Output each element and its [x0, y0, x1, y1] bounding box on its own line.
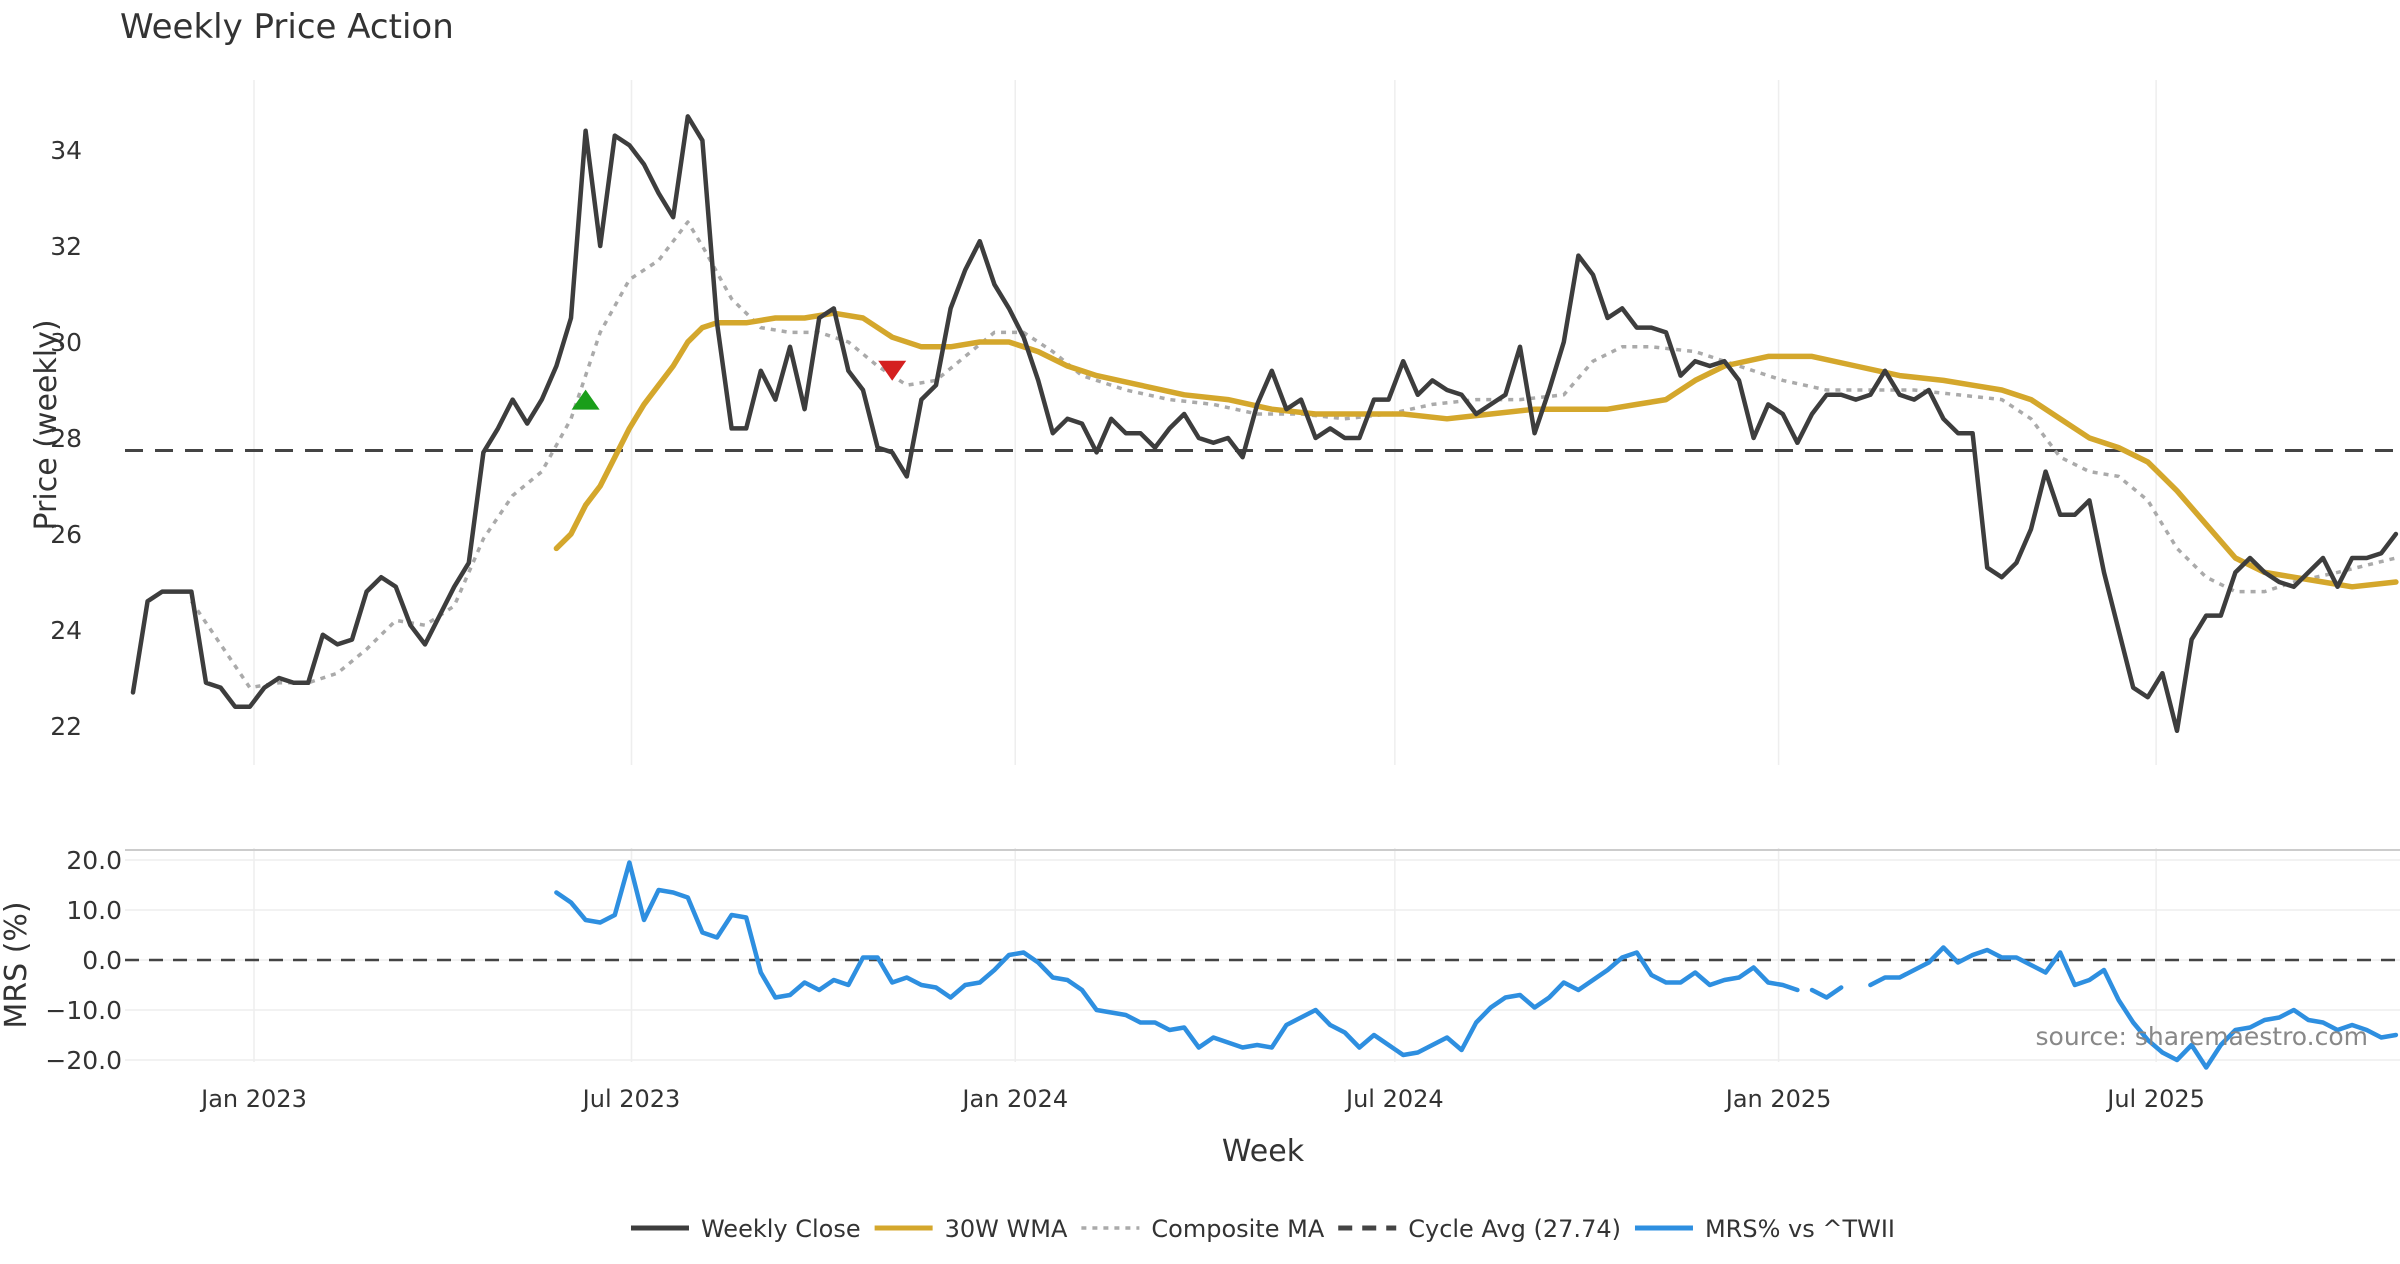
- legend-label: Weekly Close: [701, 1215, 861, 1243]
- series-weekly-close: [130, 114, 2399, 734]
- mrs-y-tick-label: −20.0: [45, 1046, 122, 1075]
- mrs-y-tick-label: 20.0: [66, 846, 122, 875]
- price-y-tick-label: 26: [50, 520, 82, 549]
- x-axis-label: Week: [1222, 1134, 1305, 1169]
- price-y-axis-label: Price (weekly): [29, 319, 64, 530]
- series-mrs-segment: [554, 860, 1800, 1058]
- sell-signal-marker: [878, 360, 907, 381]
- series-mrs-segment: [1809, 985, 1844, 1000]
- source-note: source: sharemaestro.com: [2036, 1022, 2369, 1051]
- x-tick-labels: Jan 2023 Jul 2023 Jan 2024 Jul 2024 Jan 2025…: [199, 1085, 2205, 1113]
- mrs-y-tick-label: 10.0: [66, 896, 122, 925]
- price-gridlines: [253, 80, 2157, 765]
- x-tick-label: Jul 2024: [1344, 1085, 1444, 1113]
- legend-label: Cycle Avg (27.74): [1408, 1215, 1621, 1243]
- price-y-tick-label: 34: [50, 136, 82, 165]
- legend-label: 30W WMA: [945, 1215, 1068, 1243]
- mrs-y-tick-label: −10.0: [45, 996, 122, 1025]
- series-mrs-segment: [1868, 945, 2399, 1070]
- mrs-y-tick-labels: 20.0 10.0 0.0 −10.0 −20.0: [45, 846, 122, 1075]
- x-tick-label: Jul 2023: [581, 1085, 681, 1113]
- price-y-tick-labels: 22 24 26 28 30 32 34: [50, 136, 82, 741]
- series-30w-wma: [553, 310, 2399, 590]
- chart-title: Weekly Price Action: [120, 7, 454, 47]
- price-y-tick-label: 28: [50, 424, 82, 453]
- x-tick-label: Jan 2023: [199, 1085, 307, 1113]
- buy-signal-marker: [571, 389, 600, 410]
- x-tick-label: Jan 2024: [960, 1085, 1068, 1113]
- legend-label: MRS% vs ^TWII: [1705, 1215, 1895, 1243]
- series-layer: [125, 114, 2400, 1070]
- mrs-y-axis-label: MRS (%): [0, 901, 34, 1028]
- x-tick-label: Jan 2025: [1724, 1085, 1832, 1113]
- legend-label: Composite MA: [1151, 1215, 1324, 1243]
- price-y-tick-label: 22: [50, 712, 82, 741]
- price-y-tick-label: 30: [50, 328, 82, 357]
- mrs-y-tick-label: 0.0: [82, 946, 122, 975]
- signal-markers: [571, 360, 907, 410]
- series-composite-ma: [189, 220, 2397, 690]
- legend: Weekly Close 30W WMA Composite MA Cycle Avg…: [630, 1215, 1895, 1243]
- price-y-tick-label: 32: [50, 232, 82, 261]
- x-tick-label: Jul 2025: [2105, 1085, 2205, 1113]
- price-y-tick-label: 24: [50, 616, 82, 645]
